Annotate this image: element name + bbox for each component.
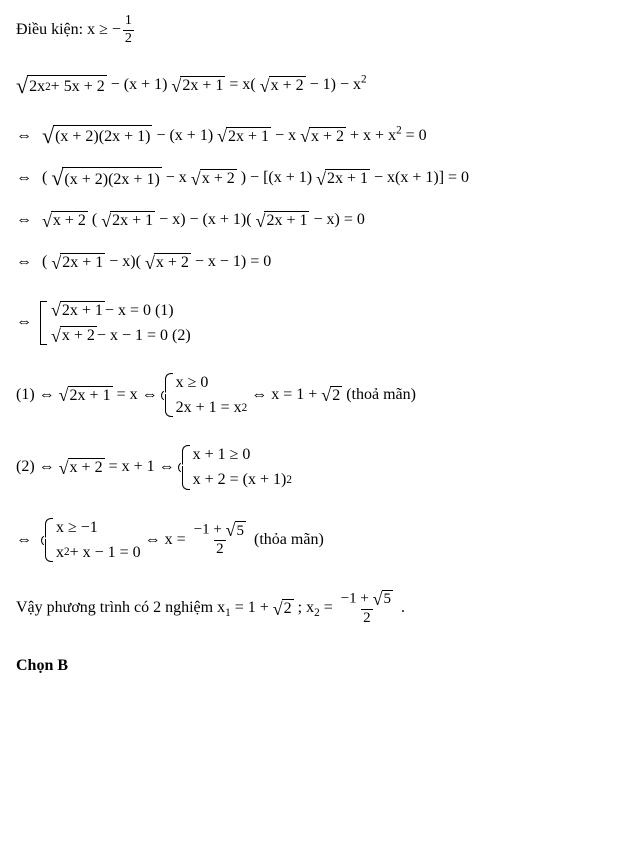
sqrt-2: √2x + 1 [171, 76, 225, 95]
solve-2: (2) ⇔ √x + 2 = x + 1 ⇔ x + 1 ≥ 0 x + 2 =… [16, 445, 612, 489]
solve-1: (1) ⇔ √2x + 1 = x ⇔ x ≥ 0 2x + 1 = x2 ⇔ … [16, 373, 612, 417]
equation-main: √ 2x2 + 5x + 2 − (x + 1) √2x + 1 = x( √x… [16, 74, 612, 96]
sqrt-1: √ 2x2 + 5x + 2 [16, 75, 107, 97]
math-solution-page: Điều kiện: x ≥ − 1 2 √ 2x2 + 5x + 2 − (x… [0, 0, 628, 716]
step-4: ⇔ √x + 2 ( √2x + 1 − x) − (x + 1)( √2x +… [16, 209, 612, 231]
sqrt-3: √x + 2 [260, 76, 306, 95]
solve-2b: ⇔ x ≥ −1 x2 + x − 1 = 0 ⇔ x = −1 + √5 2 … [16, 518, 612, 562]
step-5: ⇔ ( √2x + 1 − x)( √x + 2 − x − 1) = 0 [16, 251, 612, 273]
one-half: 1 2 [123, 14, 134, 46]
cases-bracket: ⇔ √2x + 1 − x = 0 (1) √x + 2 − x − 1 = 0… [16, 301, 612, 345]
conclusion: Vậy phương trình có 2 nghiệm x1 = 1 + √2… [16, 590, 612, 627]
x-geq: x ≥ − [87, 19, 121, 41]
answer-choice: Chọn B [16, 655, 612, 677]
condition-label: Điều kiện: [16, 21, 87, 38]
result-frac: −1 + √5 2 [192, 521, 248, 558]
condition-line: Điều kiện: x ≥ − 1 2 [16, 14, 612, 46]
step-3: ⇔ ( √(x + 2)(2x + 1) − x √x + 2 ) − [(x … [16, 167, 612, 189]
step-2: ⇔ √(x + 2)(2x + 1) − (x + 1) √2x + 1 − x… [16, 125, 612, 147]
conclusion-frac: −1 + √5 2 [339, 590, 395, 627]
